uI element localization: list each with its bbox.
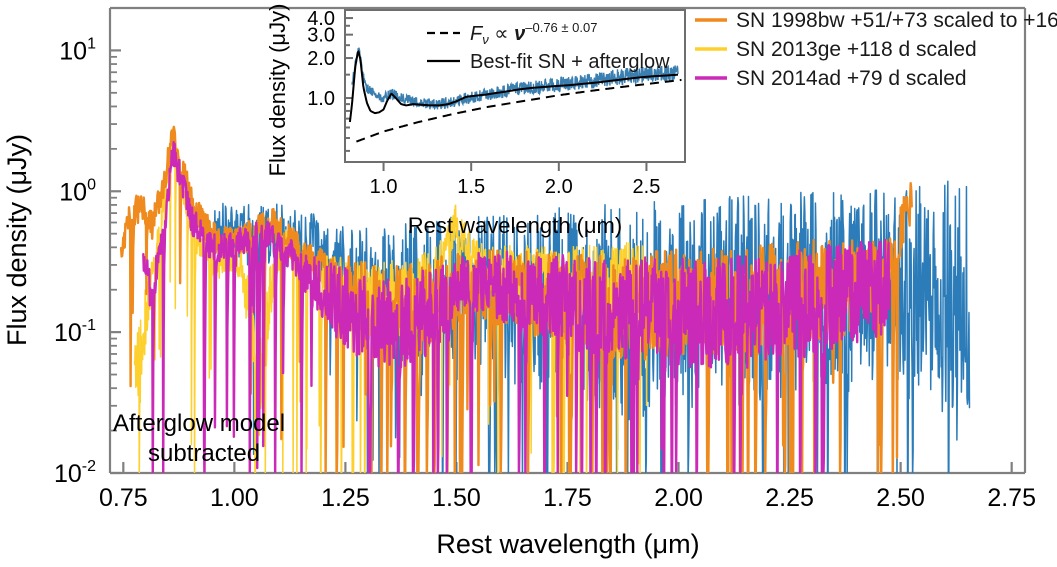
main-xlabel: Rest wavelength (μm): [436, 529, 699, 559]
inset-xlabel: Rest wavelength (μm): [408, 213, 622, 238]
inset-series-group: [348, 47, 682, 143]
x-tick-label: 1.75: [543, 484, 592, 512]
legend-label: SN 2014ad +79 d scaled: [736, 67, 967, 90]
main-legend: SN 1998bw +51/+73 scaled to +168 d SN 201…: [695, 9, 1057, 90]
inset-x-tick-label: 2.5: [633, 176, 661, 198]
x-tick-label: 1.50: [432, 484, 481, 512]
inset-legend-label-powerlaw: Fν ∝ ν–0.76 ± 0.07: [470, 20, 597, 47]
x-tick-label: 1.25: [321, 484, 370, 512]
inset-x-tick-label: 2.0: [545, 176, 573, 198]
main-x-ticks: 0.75 1.00 1.25 1.50 1.75 2.00 2.25 2.50 2.75: [99, 462, 1036, 512]
x-tick-label: 2.25: [765, 484, 814, 512]
inset-plot: 1.02.03.04.0 1.0 1.5 2.0 2.5 Rest wavelengt…: [265, 4, 686, 238]
inset-legend-label-bestfit: Best-fit SN + afterglow: [470, 51, 670, 73]
y-tick-label: 10-2: [54, 458, 96, 488]
inset-y-ticks: 1.0 2.03.04.0: [307, 8, 353, 152]
legend-label: SN 2013ge +118 d scaled: [736, 38, 977, 61]
x-tick-label: 2.00: [654, 484, 703, 512]
spectrum-line: [142, 140, 891, 473]
y-tick-label: 100: [59, 176, 96, 206]
y-tick-exponent: 1: [87, 35, 96, 52]
y-tick-exponent: 0: [87, 176, 96, 193]
inset-x-tick-label: 1.5: [457, 176, 485, 198]
x-tick-label: 1.00: [210, 484, 259, 512]
inset-x-ticks: 1.0 1.5 2.0 2.5: [370, 162, 661, 198]
afterglow-annotation: Afterglow model subtracted: [113, 410, 285, 467]
main-ylabel: Flux density (μJy): [2, 134, 32, 346]
main-series-group: [119, 125, 971, 473]
inset-ylabel: Flux density (μJy): [265, 4, 290, 177]
y-tick-label: 10-1: [54, 317, 96, 347]
legend-label: SN 1998bw +51/+73 scaled to +168 d: [736, 9, 1057, 32]
inset-y-tick-label: 4.0: [307, 8, 335, 30]
inset-powerlaw-line: [356, 78, 682, 143]
annotation-line-2: subtracted: [148, 440, 260, 467]
inset-bestfit-line: [348, 50, 679, 123]
x-tick-label: 2.75: [987, 484, 1036, 512]
inset-x-tick-label: 1.0: [370, 176, 398, 198]
y-tick-exponent: -2: [82, 458, 96, 475]
x-tick-label: 2.50: [876, 484, 925, 512]
inset-y-tick-label: 3.0: [307, 25, 335, 47]
x-tick-label: 0.75: [99, 484, 148, 512]
y-tick-exponent: -1: [82, 317, 96, 334]
inset-legend: Fν ∝ ν–0.76 ± 0.07 Best-fit SN + afterglo…: [427, 20, 670, 73]
inset-y-tick-label: 1.0: [307, 88, 335, 110]
annotation-line-1: Afterglow model: [113, 410, 285, 437]
y-tick-label: 101: [59, 35, 96, 65]
inset-y-tick-label: 2.0: [307, 48, 335, 70]
